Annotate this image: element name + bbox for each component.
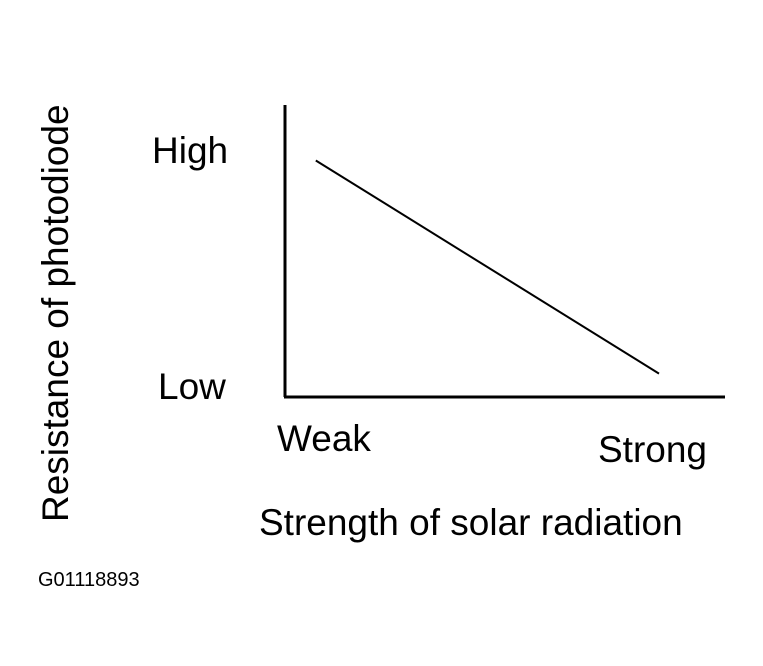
series-group bbox=[315, 159, 660, 375]
x-tick-label-strong: Strong bbox=[598, 429, 707, 470]
y-tick-label-high: High bbox=[152, 130, 228, 171]
axes bbox=[283, 105, 725, 399]
y-axis-title: Resistance of photodiode bbox=[35, 104, 76, 522]
y-tick-label-low: Low bbox=[158, 366, 226, 407]
x-axis-title: Strength of solar radiation bbox=[259, 502, 683, 543]
x-tick-label-weak: Weak bbox=[277, 418, 371, 459]
figure-id: G01118893 bbox=[38, 569, 140, 591]
series-line-0 bbox=[315, 159, 660, 375]
